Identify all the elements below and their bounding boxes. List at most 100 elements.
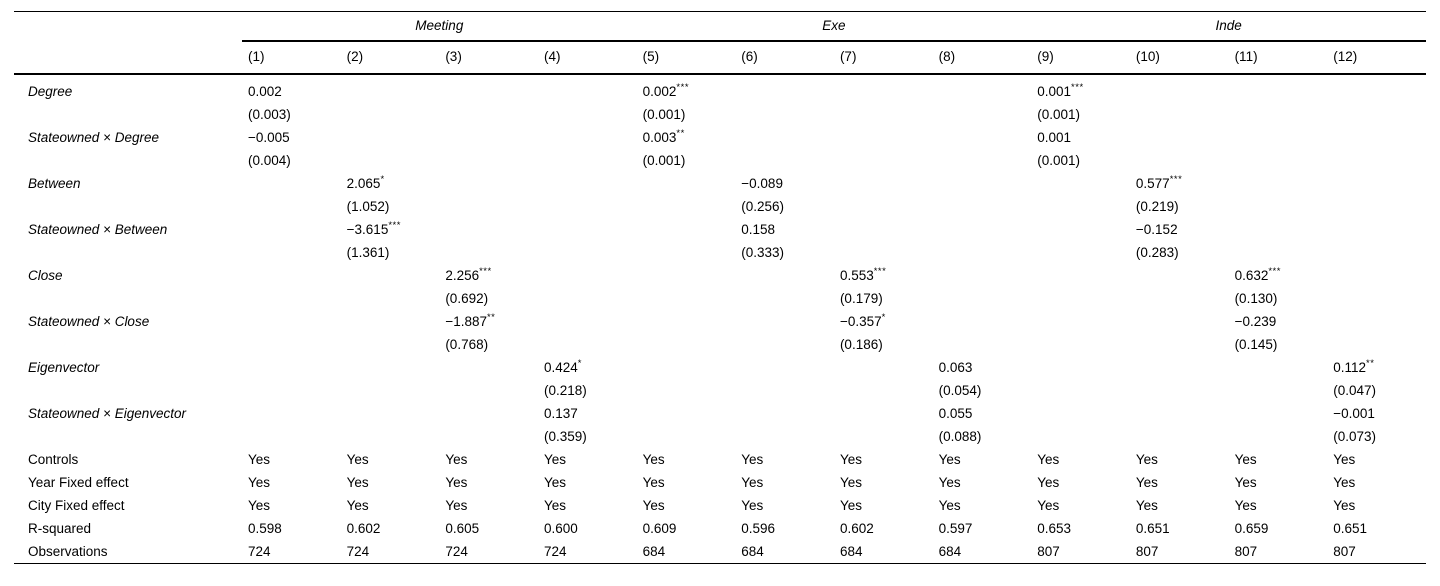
group-header-exe: Exe	[636, 11, 1032, 42]
estimate-value	[939, 218, 1032, 241]
estimate-value	[445, 80, 538, 103]
coefficient-cell: 0.001*** (0.001)	[1031, 74, 1130, 126]
coefficient-cell	[341, 310, 440, 356]
summary-cell: Yes	[1037, 475, 1060, 490]
standard-error: (0.145)	[1234, 337, 1278, 352]
estimate-value: −0.152	[1136, 218, 1229, 241]
estimate-value	[741, 126, 834, 149]
estimate-value: 0.158	[741, 218, 834, 241]
estimate-value	[1037, 310, 1130, 333]
estimate-value	[1333, 218, 1426, 241]
coefficient-cell	[1130, 74, 1229, 126]
corner-cell	[14, 12, 242, 42]
column-number: (1)	[242, 41, 341, 75]
summary-cell: Yes	[1135, 452, 1158, 467]
standard-error: (0.692)	[445, 291, 489, 306]
estimate-number: 0.112	[1333, 360, 1366, 375]
standard-error	[741, 379, 834, 402]
estimate-value	[1235, 80, 1328, 103]
row-label: Stateowned × Close	[28, 314, 150, 329]
estimate-value: 0.137	[544, 402, 637, 425]
significance-stars: ***	[676, 81, 690, 93]
standard-error: (0.047)	[1333, 383, 1376, 398]
estimate-value	[347, 264, 440, 287]
estimate-value	[1136, 310, 1229, 333]
coefficient-cell	[1327, 310, 1426, 356]
coefficient-cell	[439, 126, 538, 172]
coefficient-cell	[341, 356, 440, 402]
coefficient-cell	[1327, 264, 1426, 310]
standard-error	[1037, 287, 1130, 310]
estimate-number: −0.001	[1333, 406, 1375, 421]
column-number: (6)	[735, 41, 834, 75]
summary-cell: 0.651	[1135, 521, 1170, 536]
estimate-number: 0.055	[938, 406, 973, 421]
coefficient-cell	[834, 172, 933, 218]
standard-error	[840, 149, 933, 172]
summary-cell: 807	[1333, 544, 1356, 559]
estimate-value	[939, 126, 1032, 149]
estimate-value	[445, 172, 538, 195]
coefficient-cell: 0.002*** (0.001)	[637, 74, 736, 126]
coefficient-cell	[341, 402, 440, 448]
group-header-inde: Inde	[1031, 11, 1426, 42]
standard-error	[939, 287, 1032, 310]
summary-cell: 0.605	[445, 521, 480, 536]
standard-error: (0.001)	[642, 153, 686, 168]
standard-error	[1333, 103, 1426, 126]
coefficient-cell	[735, 264, 834, 310]
coefficient-cell	[637, 356, 736, 402]
estimate-number: 0.577	[1135, 176, 1170, 191]
coefficient-cell	[735, 126, 834, 172]
standard-error	[1333, 195, 1426, 218]
group-header-row: Meeting Exe Inde	[14, 11, 1426, 42]
coefficient-cell: 2.256*** (0.692)	[439, 264, 538, 310]
estimate-value	[840, 402, 933, 425]
standard-error	[544, 149, 637, 172]
coefficient-cell	[242, 264, 341, 310]
estimate-number: −1.887	[445, 314, 487, 329]
standard-error	[1333, 333, 1426, 356]
standard-error	[445, 241, 538, 264]
column-number: (8)	[932, 41, 1032, 75]
standard-error	[347, 425, 440, 448]
coefficient-cell: 0.003** (0.001)	[637, 126, 736, 172]
summary-cell: Yes	[543, 475, 566, 490]
estimate-value	[544, 126, 637, 149]
estimate-value	[248, 264, 341, 287]
coefficient-cell	[242, 310, 341, 356]
standard-error	[741, 103, 834, 126]
standard-error	[445, 425, 538, 448]
standard-error: (0.001)	[642, 107, 686, 122]
coefficient-cell	[538, 74, 637, 126]
coefficient-cell	[1031, 218, 1130, 264]
summary-cell: Yes	[445, 475, 468, 490]
summary-cell: Yes	[248, 452, 271, 467]
summary-cell: Yes	[1333, 498, 1356, 513]
estimate-value: −0.001	[1333, 402, 1426, 425]
estimate-number: 0.158	[741, 222, 776, 237]
column-number-row: (1) (2) (3) (4) (5) (6) (7) (8) (9) (10) (11) (12)	[14, 41, 1426, 75]
estimate-value	[544, 218, 637, 241]
estimate-value	[1037, 356, 1130, 379]
summary-row: Year Fixed effect Yes Yes Yes Yes Yes Yes Yes Ye…	[14, 471, 1426, 494]
coefficient-cell: 0.577*** (0.219)	[1130, 172, 1229, 218]
standard-error	[1235, 103, 1328, 126]
coefficient-cell	[341, 74, 440, 126]
estimate-number: 0.063	[938, 360, 973, 375]
summary-cell: 684	[741, 544, 764, 559]
summary-cell: 0.602	[346, 521, 381, 536]
row-label: Year Fixed effect	[28, 475, 129, 490]
standard-error	[347, 287, 440, 310]
estimate-value	[1136, 356, 1229, 379]
coefficient-cell	[242, 172, 341, 218]
estimate-value	[445, 126, 538, 149]
estimate-value	[1136, 80, 1229, 103]
coefficient-cell	[538, 218, 637, 264]
summary-cell: Yes	[839, 498, 862, 513]
estimate-value	[939, 172, 1032, 195]
estimate-number: 2.256	[445, 268, 480, 283]
estimate-value	[347, 402, 440, 425]
coefficient-cell	[933, 218, 1032, 264]
standard-error: (1.052)	[346, 199, 390, 214]
